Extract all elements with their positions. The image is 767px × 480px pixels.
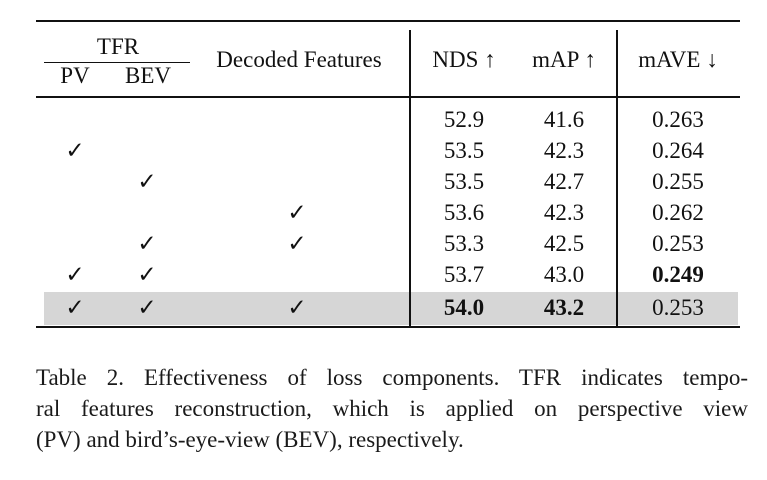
row4-nds: 53.6 bbox=[443, 200, 485, 225]
header-mave: mAVE ↓ bbox=[638, 47, 718, 72]
row7-bev: ✓ bbox=[137, 295, 157, 320]
bottom-rule bbox=[36, 326, 740, 328]
header-tfr: TFR bbox=[96, 34, 140, 59]
row4-map: 42.3 bbox=[543, 200, 585, 225]
row6-bev: ✓ bbox=[137, 262, 157, 287]
results-table: TFR PV BEV Decoded Features NDS ↑ mAP ↑ … bbox=[36, 20, 740, 328]
row4-decoded: ✓ bbox=[287, 200, 307, 225]
header-nds: NDS ↑ bbox=[432, 47, 496, 72]
header-decoded-features: Decoded Features bbox=[216, 47, 382, 72]
header-pv: PV bbox=[60, 63, 90, 88]
row5-mave: 0.253 bbox=[652, 231, 704, 256]
row2-mave: 0.264 bbox=[652, 138, 704, 163]
row7-map-best: 43.2 bbox=[543, 295, 585, 320]
row7-nds-best: 54.0 bbox=[443, 295, 485, 320]
row1-map: 41.6 bbox=[543, 107, 585, 132]
tfr-group-underline bbox=[44, 62, 190, 64]
header-rule bbox=[36, 96, 740, 98]
row5-decoded: ✓ bbox=[287, 231, 307, 256]
row7-decoded: ✓ bbox=[287, 295, 307, 320]
row5-map: 42.5 bbox=[543, 231, 585, 256]
header-map: mAP ↑ bbox=[532, 47, 596, 72]
row6-mave-best: 0.249 bbox=[652, 262, 704, 287]
row7-pv: ✓ bbox=[65, 295, 85, 320]
row2-pv: ✓ bbox=[65, 138, 85, 163]
header-bev: BEV bbox=[125, 63, 171, 88]
row2-nds: 53.5 bbox=[443, 138, 485, 163]
column-divider-right bbox=[616, 30, 618, 326]
row4-mave: 0.262 bbox=[652, 200, 704, 225]
row3-map: 42.7 bbox=[543, 169, 585, 194]
row5-nds: 53.3 bbox=[443, 231, 485, 256]
row3-mave: 0.255 bbox=[652, 169, 704, 194]
caption-line-2: ral features reconstruction, which is ap… bbox=[36, 396, 748, 421]
highlight-row-background bbox=[44, 292, 738, 325]
row6-pv: ✓ bbox=[65, 262, 85, 287]
top-rule bbox=[36, 20, 740, 22]
row6-map: 43.0 bbox=[543, 262, 585, 287]
row6-nds: 53.7 bbox=[443, 262, 485, 287]
column-divider-left bbox=[409, 30, 411, 326]
row1-mave: 0.263 bbox=[652, 107, 704, 132]
row7-mave: 0.253 bbox=[652, 295, 704, 320]
table-caption: Table 2. Effectiveness of loss component… bbox=[36, 362, 748, 455]
row2-map: 42.3 bbox=[543, 138, 585, 163]
caption-line-1: Table 2. Effectiveness of loss component… bbox=[36, 365, 748, 390]
row1-nds: 52.9 bbox=[443, 107, 485, 132]
row3-nds: 53.5 bbox=[443, 169, 485, 194]
caption-line-3: (PV) and bird’s-eye-view (BEV), respecti… bbox=[36, 427, 464, 452]
row5-bev: ✓ bbox=[137, 231, 157, 256]
row3-bev: ✓ bbox=[137, 169, 157, 194]
